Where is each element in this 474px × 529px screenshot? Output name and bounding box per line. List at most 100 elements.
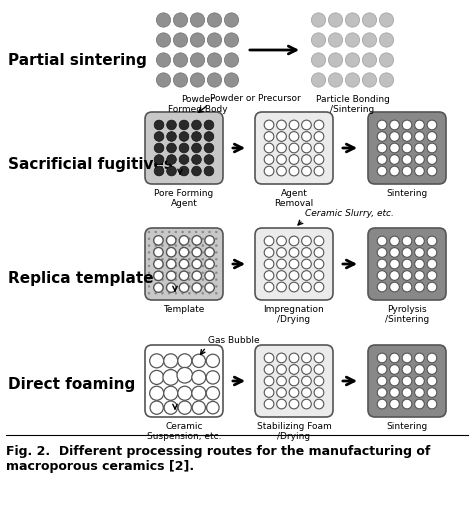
- Circle shape: [264, 120, 274, 130]
- Circle shape: [264, 166, 274, 176]
- Circle shape: [314, 259, 324, 269]
- Circle shape: [204, 143, 214, 153]
- Circle shape: [390, 248, 400, 257]
- Circle shape: [427, 120, 437, 130]
- Circle shape: [182, 272, 183, 274]
- Circle shape: [195, 286, 197, 287]
- Circle shape: [167, 120, 176, 130]
- Text: Replica template: Replica template: [8, 270, 154, 286]
- Circle shape: [173, 13, 188, 27]
- Circle shape: [182, 244, 183, 247]
- Circle shape: [362, 13, 377, 27]
- Circle shape: [379, 53, 393, 67]
- Circle shape: [377, 120, 387, 130]
- Circle shape: [179, 235, 189, 245]
- Circle shape: [162, 244, 164, 247]
- Circle shape: [264, 282, 274, 292]
- Circle shape: [205, 271, 214, 280]
- Circle shape: [427, 388, 437, 397]
- Text: Pore Forming
Agent: Pore Forming Agent: [155, 189, 214, 208]
- Circle shape: [215, 279, 217, 280]
- Circle shape: [202, 251, 204, 253]
- Circle shape: [377, 154, 387, 165]
- Circle shape: [202, 279, 204, 280]
- Circle shape: [166, 283, 176, 293]
- Circle shape: [314, 236, 324, 246]
- Circle shape: [162, 231, 164, 233]
- Circle shape: [427, 132, 437, 141]
- Circle shape: [188, 251, 191, 253]
- Circle shape: [191, 53, 205, 67]
- Circle shape: [379, 13, 393, 27]
- Circle shape: [168, 238, 170, 240]
- Circle shape: [154, 132, 164, 141]
- Circle shape: [328, 73, 343, 87]
- Circle shape: [390, 271, 400, 280]
- Circle shape: [277, 259, 286, 269]
- Circle shape: [314, 143, 324, 153]
- Circle shape: [155, 231, 157, 233]
- Circle shape: [175, 238, 177, 240]
- Circle shape: [402, 399, 412, 409]
- Circle shape: [390, 166, 400, 176]
- Circle shape: [427, 236, 437, 246]
- Circle shape: [209, 286, 210, 287]
- Circle shape: [188, 292, 191, 294]
- Circle shape: [377, 143, 387, 153]
- Circle shape: [154, 143, 164, 153]
- Circle shape: [167, 154, 176, 165]
- Circle shape: [209, 244, 210, 247]
- Circle shape: [415, 271, 424, 280]
- Circle shape: [377, 271, 387, 280]
- Circle shape: [415, 399, 424, 409]
- Circle shape: [362, 53, 377, 67]
- Circle shape: [206, 371, 219, 384]
- Circle shape: [182, 279, 183, 280]
- Circle shape: [301, 248, 311, 257]
- Circle shape: [415, 282, 424, 292]
- Circle shape: [166, 271, 176, 280]
- Circle shape: [155, 292, 157, 294]
- Circle shape: [415, 248, 424, 257]
- Circle shape: [202, 231, 204, 233]
- Circle shape: [362, 33, 377, 47]
- Circle shape: [301, 154, 311, 165]
- Circle shape: [311, 13, 326, 27]
- Circle shape: [182, 286, 183, 287]
- Circle shape: [264, 132, 274, 141]
- Circle shape: [379, 73, 393, 87]
- Circle shape: [192, 235, 201, 245]
- Circle shape: [224, 73, 238, 87]
- Circle shape: [301, 376, 311, 386]
- Circle shape: [277, 154, 286, 165]
- Circle shape: [188, 258, 191, 260]
- Circle shape: [415, 132, 424, 141]
- Circle shape: [178, 354, 192, 368]
- Circle shape: [301, 271, 311, 280]
- Circle shape: [415, 364, 424, 375]
- Circle shape: [427, 248, 437, 257]
- Circle shape: [188, 238, 191, 240]
- Circle shape: [150, 370, 164, 385]
- Circle shape: [148, 231, 150, 233]
- Circle shape: [162, 292, 164, 294]
- Text: Pyrolysis
/Sintering: Pyrolysis /Sintering: [385, 305, 429, 324]
- Circle shape: [390, 376, 400, 386]
- Circle shape: [168, 251, 170, 253]
- Circle shape: [155, 272, 157, 274]
- Circle shape: [175, 279, 177, 280]
- Circle shape: [314, 353, 324, 363]
- Circle shape: [148, 292, 150, 294]
- Circle shape: [168, 244, 170, 247]
- FancyBboxPatch shape: [368, 112, 446, 184]
- Text: Powder or Precursor: Powder or Precursor: [210, 94, 301, 103]
- Circle shape: [377, 132, 387, 141]
- Circle shape: [150, 386, 164, 400]
- Circle shape: [209, 238, 210, 240]
- Circle shape: [164, 386, 178, 400]
- Circle shape: [301, 143, 311, 153]
- Circle shape: [314, 248, 324, 257]
- Circle shape: [427, 353, 437, 363]
- Circle shape: [148, 286, 150, 287]
- Circle shape: [195, 292, 197, 294]
